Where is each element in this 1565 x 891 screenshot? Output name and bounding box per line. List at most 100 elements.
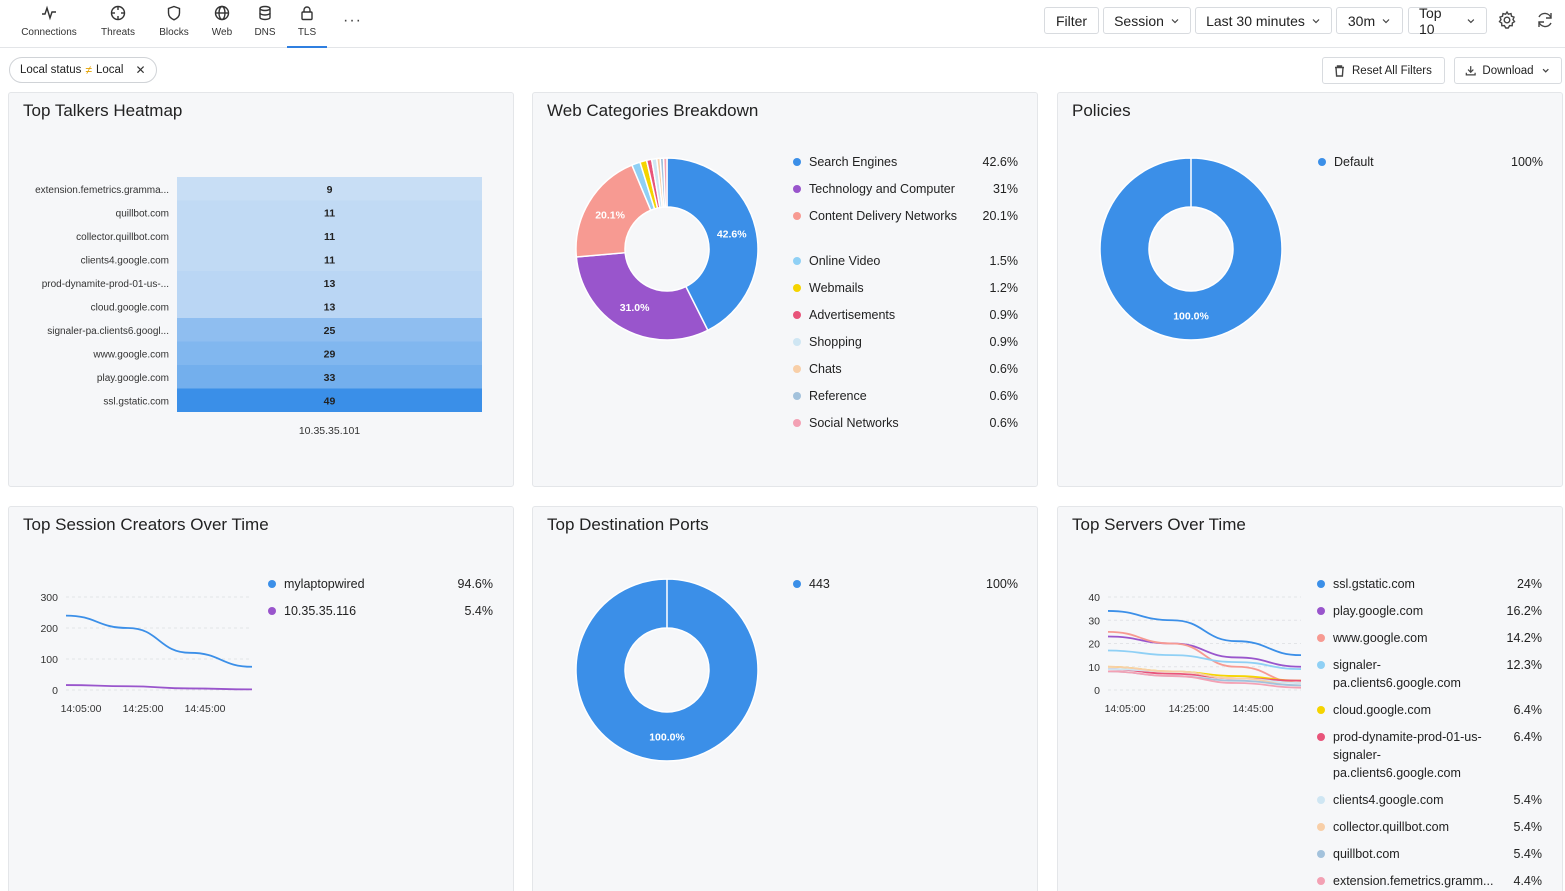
server-series-line[interactable] (1107, 635, 1302, 668)
tab-web[interactable]: Web (207, 0, 237, 48)
server-legend-item[interactable]: cloud.google.com 6.4% (1317, 701, 1542, 719)
refresh-button[interactable] (1535, 10, 1555, 30)
server-series-line[interactable] (1107, 630, 1302, 684)
legend-dot (793, 311, 801, 319)
chevron-down-icon (1171, 18, 1179, 23)
heatmap-cell[interactable] (177, 247, 482, 272)
server-legend-item[interactable]: play.google.com 16.2% (1317, 602, 1542, 620)
tab-blocks[interactable]: Blocks (155, 0, 193, 48)
interval-select[interactable]: 30m (1336, 7, 1403, 34)
policies-card: Policies 100.0% Default 100% (1057, 92, 1563, 487)
tab-threats[interactable]: Threats (98, 0, 138, 48)
server-series-line[interactable] (1107, 670, 1302, 689)
heatmap-cell[interactable] (177, 177, 482, 201)
web-category-slice[interactable] (575, 164, 652, 258)
legend-label: Reference (809, 389, 867, 403)
x-tick-label: 14:05:00 (61, 703, 102, 715)
policy-slice-label: 100.0% (1173, 311, 1209, 323)
server-series-line[interactable] (1107, 665, 1302, 687)
legend-dot (793, 185, 801, 193)
server-series-line[interactable] (1107, 668, 1302, 682)
legend-dot (1317, 796, 1325, 804)
web-category-legend-item[interactable]: Reference 0.6% (793, 387, 1018, 405)
web-category-legend-item[interactable]: Advertisements 0.9% (793, 306, 1018, 324)
legend-dot (793, 392, 801, 400)
server-legend-item[interactable]: ssl.gstatic.com 24% (1317, 575, 1542, 593)
legend-label: signaler-pa.clients6.google.com (1333, 658, 1461, 690)
session-select[interactable]: Session (1103, 7, 1191, 34)
legend-label: Technology and Computer (809, 182, 955, 196)
top-n-select[interactable]: Top 10 (1408, 5, 1487, 37)
close-icon[interactable]: ✕ (135, 63, 146, 77)
filter-button[interactable]: Filter (1044, 7, 1099, 34)
legend-label: quillbot.com (1333, 847, 1400, 861)
server-legend-item[interactable]: extension.femetrics.gramm... 4.4% (1317, 872, 1542, 890)
web-category-legend-item[interactable]: Online Video 1.5% (793, 252, 1018, 270)
server-legend-item[interactable]: signaler-pa.clients6.google.com 12.3% (1317, 656, 1542, 692)
heatmap-cell[interactable] (177, 388, 482, 413)
heatmap-cell[interactable] (177, 341, 482, 366)
legend-dot (1317, 877, 1325, 885)
legend-value: 6.4% (1513, 703, 1543, 717)
tab-dns[interactable]: DNS (250, 0, 280, 48)
port-legend-item[interactable]: 443 100% (793, 575, 1018, 593)
legend-label: ssl.gstatic.com (1333, 577, 1415, 591)
web-category-legend-item[interactable]: Shopping 0.9% (793, 333, 1018, 351)
heatmap-cell-value: 11 (324, 254, 335, 266)
heatmap-cell[interactable] (177, 271, 482, 295)
card-title: Top Destination Ports (547, 515, 709, 534)
heatmap-cell[interactable] (177, 200, 482, 225)
reset-filters-button[interactable]: Reset All Filters (1322, 57, 1445, 84)
top-bar: Connections Threats Blocks Web DNS TLS ·… (0, 0, 1565, 48)
more-tabs-button[interactable]: ··· (343, 12, 362, 29)
policy-slice[interactable] (1099, 157, 1283, 341)
timerange-select[interactable]: Last 30 minutes (1195, 7, 1332, 34)
heatmap-cell[interactable] (177, 318, 482, 342)
web-category-legend-item[interactable]: Content Delivery Networks 20.1% (793, 207, 1018, 225)
session-creator-legend-item[interactable]: 10.35.35.116 5.4% (268, 602, 493, 620)
server-legend-item[interactable]: prod-dynamite-prod-01-us-signaler-pa.cli… (1317, 728, 1542, 782)
web-categories-legend: Search Engines 42.6% Technology and Comput… (793, 153, 1018, 430)
server-legend-item[interactable]: collector.quillbot.com 5.4% (1317, 818, 1542, 836)
web-category-legend-item[interactable]: Search Engines 42.6% (793, 153, 1018, 171)
web-category-slice[interactable] (662, 157, 668, 208)
web-category-slice[interactable] (666, 157, 759, 332)
destination-ports-donut: 100.0% (575, 578, 759, 762)
server-legend-item[interactable]: clients4.google.com 5.4% (1317, 791, 1542, 809)
session-creator-series-line[interactable] (65, 684, 253, 691)
tab-connections[interactable]: Connections (17, 0, 81, 48)
port-slice[interactable] (575, 578, 759, 762)
x-tick-label: 14:25:00 (1169, 703, 1210, 715)
web-category-legend-item[interactable]: Webmails 1.2% (793, 279, 1018, 297)
session-creator-series-line[interactable] (65, 614, 253, 668)
heatmap-cell[interactable] (177, 294, 482, 319)
y-tick-label: 40 (1088, 592, 1100, 604)
web-category-slice[interactable] (575, 251, 709, 341)
web-category-legend-item[interactable]: Technology and Computer 31% (793, 180, 1018, 198)
legend-value: 42.6% (982, 155, 1018, 169)
settings-button[interactable] (1497, 10, 1517, 30)
x-tick-label: 14:25:00 (123, 703, 164, 715)
y-tick-label: 0 (1094, 685, 1100, 697)
y-tick-label: 10 (1088, 662, 1100, 674)
server-legend-item[interactable]: quillbot.com 5.4% (1317, 845, 1542, 863)
server-legend-item[interactable]: www.google.com 14.2% (1317, 629, 1542, 647)
server-series-line[interactable] (1107, 610, 1302, 657)
tab-tls[interactable]: TLS (287, 0, 327, 48)
filter-chip[interactable]: Local status ≠ Local ✕ (9, 57, 157, 83)
policy-legend-item[interactable]: Default 100% (1318, 153, 1543, 171)
heatmap-row-label: signaler-pa.clients6.googl... (47, 326, 169, 337)
download-button[interactable]: Download (1454, 57, 1562, 84)
download-label: Download (1482, 64, 1534, 77)
heatmap-row-label: cloud.google.com (91, 302, 169, 313)
heatmap-row-label: play.google.com (97, 373, 169, 384)
card-title: Top Session Creators Over Time (23, 515, 269, 534)
heatmap-cell[interactable] (177, 365, 482, 389)
heatmap-cell[interactable] (177, 224, 482, 248)
server-series-line[interactable] (1107, 649, 1302, 670)
web-category-legend-item[interactable]: Social Networks 0.6% (793, 414, 1018, 432)
web-category-legend-item[interactable]: Chats 0.6% (793, 360, 1018, 378)
session-creator-legend-item[interactable]: mylaptopwired 94.6% (268, 575, 493, 593)
legend-dot (1318, 158, 1326, 166)
refresh-icon (1538, 12, 1552, 28)
